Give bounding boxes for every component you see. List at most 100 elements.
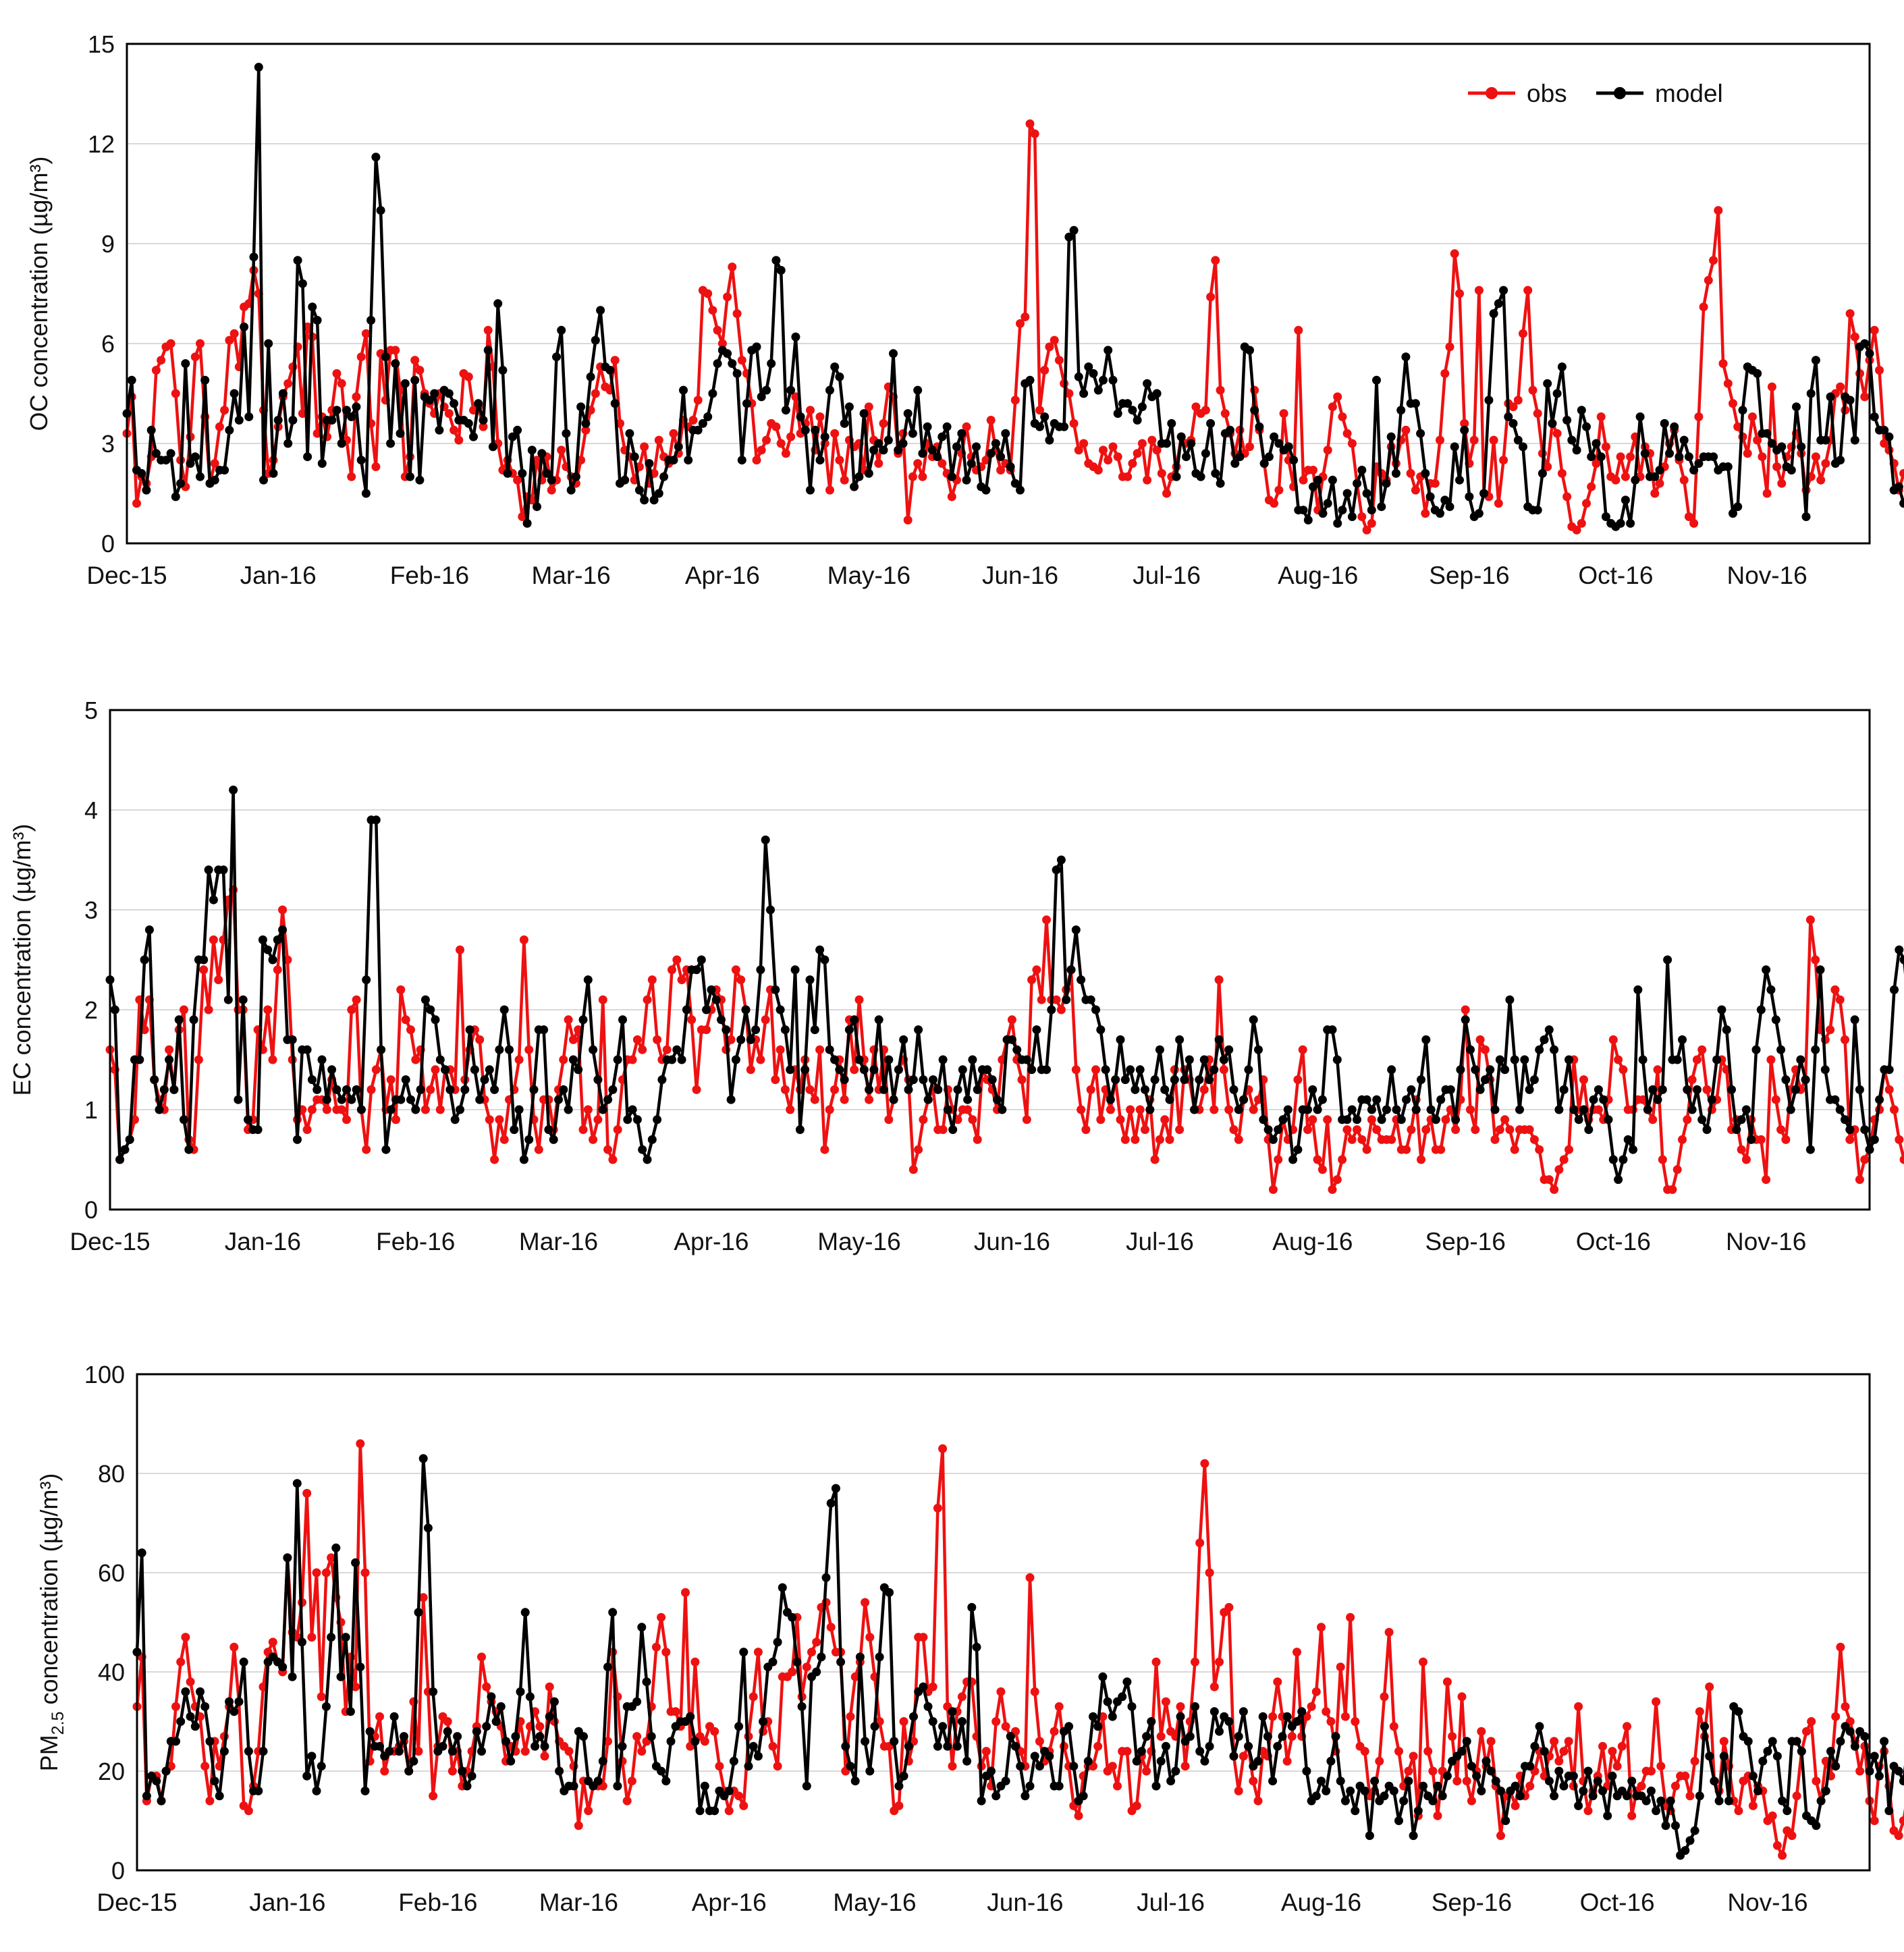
obs-point: [1035, 1737, 1044, 1745]
obs-point: [1621, 472, 1630, 481]
obs-point: [781, 1085, 790, 1094]
x-tick-label: Jul-16: [1126, 1228, 1194, 1255]
obs-point: [1026, 1573, 1035, 1582]
obs-point: [1224, 1603, 1233, 1612]
obs-point: [1763, 489, 1772, 498]
obs-point: [443, 1717, 452, 1726]
obs-point: [749, 1692, 758, 1701]
obs-point: [1402, 1145, 1411, 1154]
y-tick-label: 9: [101, 230, 115, 258]
obs-point: [1361, 1747, 1369, 1756]
x-tick-label: Mar-16: [519, 1228, 598, 1255]
obs-point: [918, 472, 927, 481]
obs-point: [411, 1056, 420, 1064]
obs-point: [830, 1085, 839, 1094]
obs-point: [1554, 1165, 1563, 1174]
obs-point: [1407, 469, 1415, 478]
obs-point: [1545, 1175, 1554, 1184]
obs-point: [1249, 1777, 1257, 1785]
obs-point: [739, 1801, 748, 1810]
obs-point: [1487, 1737, 1496, 1745]
obs-point: [812, 1637, 821, 1646]
obs-point: [171, 389, 180, 398]
obs-point: [450, 426, 458, 435]
obs-point: [672, 1707, 680, 1716]
obs-point: [1293, 1075, 1302, 1084]
obs-point: [1133, 449, 1142, 458]
obs-point: [1648, 1115, 1657, 1124]
obs-point: [1428, 1767, 1437, 1776]
obs-point: [1224, 1106, 1233, 1114]
obs-point: [623, 1797, 632, 1806]
obs-point: [753, 456, 761, 464]
obs-point: [1841, 1702, 1850, 1711]
obs-point: [445, 409, 454, 418]
obs-point: [1206, 292, 1215, 301]
obs-point: [1131, 1135, 1139, 1144]
obs-point: [220, 406, 229, 414]
x-tick-label: Feb-16: [376, 1228, 455, 1255]
obs-point: [1070, 419, 1079, 428]
obs-point: [421, 1106, 430, 1114]
obs-point: [1846, 309, 1855, 318]
obs-point: [1318, 1165, 1327, 1174]
obs-point: [1215, 975, 1224, 984]
obs-point: [1490, 436, 1498, 445]
obs-point: [317, 1692, 326, 1701]
obs-point: [559, 1056, 568, 1064]
obs-point: [535, 1145, 543, 1154]
obs-point: [850, 1065, 859, 1074]
obs-point: [1608, 1747, 1616, 1756]
obs-point: [1560, 1156, 1569, 1164]
obs-point: [1627, 1812, 1636, 1820]
obs-point: [1121, 1135, 1130, 1144]
obs-point: [1470, 436, 1479, 445]
y-tick-label: 60: [98, 1559, 125, 1587]
obs-point: [591, 389, 600, 398]
obs-point: [485, 1115, 494, 1124]
obs-point: [1734, 1806, 1743, 1815]
obs-point: [1647, 1767, 1656, 1776]
obs-point: [1158, 469, 1166, 478]
obs-point: [1890, 1106, 1899, 1114]
x-tick-label: Mar-16: [539, 1889, 618, 1916]
obs-point: [1699, 302, 1708, 311]
obs-point: [1550, 1185, 1558, 1194]
obs-point: [771, 423, 780, 431]
obs-point: [653, 1035, 661, 1044]
obs-point: [1860, 1156, 1869, 1164]
obs-point: [1136, 1106, 1145, 1114]
obs-point: [1623, 1722, 1631, 1731]
obs-point: [991, 1717, 1000, 1726]
obs-point: [987, 416, 996, 425]
obs-point: [1703, 1085, 1712, 1094]
y-tick-label: 4: [84, 796, 98, 824]
obs-point: [1525, 1782, 1534, 1791]
obs-point: [1812, 452, 1820, 461]
obs-point: [1394, 1747, 1403, 1756]
obs-point: [1057, 1006, 1066, 1014]
obs-point: [846, 1712, 855, 1721]
obs-point: [1602, 442, 1610, 451]
obs-point: [1656, 1762, 1665, 1770]
y-tick-label: 20: [98, 1758, 125, 1785]
obs-point: [1104, 456, 1112, 464]
obs-point: [1436, 1145, 1445, 1154]
y-tick-label: 80: [98, 1460, 125, 1488]
obs-point: [367, 1085, 376, 1094]
obs-point: [269, 1637, 277, 1646]
obs-point: [380, 1767, 389, 1776]
obs-point: [908, 472, 917, 481]
obs-point: [1773, 1841, 1782, 1850]
obs-point: [1220, 1065, 1228, 1074]
obs-point: [1793, 1791, 1801, 1800]
obs-point: [1002, 1722, 1010, 1731]
x-tick-label: Jun-16: [982, 562, 1058, 589]
obs-point: [1091, 1065, 1100, 1074]
obs-point: [811, 1095, 819, 1104]
obs-point: [694, 396, 703, 404]
obs-point: [1781, 1135, 1790, 1144]
ec-plot-frame: [110, 710, 1870, 1210]
obs-point: [1554, 1757, 1563, 1766]
